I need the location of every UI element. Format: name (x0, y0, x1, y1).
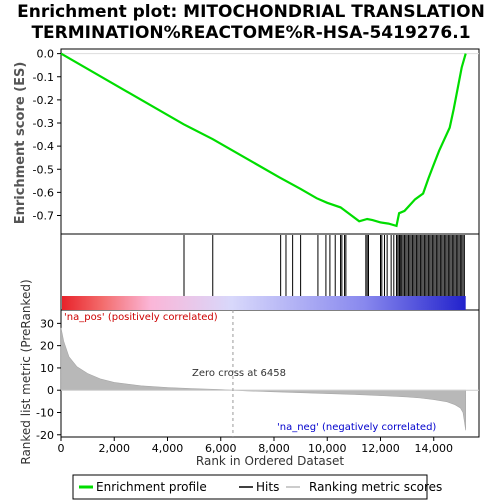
ranked-list-color-band (62, 296, 466, 310)
es-layer (60, 52, 479, 228)
legend-profile-label: Enrichment profile (96, 480, 207, 494)
x-tick-label-0: 0 (58, 442, 65, 455)
legend-metric-label: Ranking metric scores (309, 480, 442, 494)
metric-tick-label-4: -10 (36, 406, 54, 419)
es-tick-label-2: -0.2 (33, 94, 54, 107)
es-y-axis-label: Enrichment score (ES) (13, 62, 28, 225)
metric-tick-label-2: 10 (40, 362, 54, 375)
axis-layer: 0.0 -0.1 -0.2 -0.3 -0.4 -0.5 -0.6 -0.7 30 20 10 0 -1… (33, 48, 453, 455)
x-tick-label-3: 6,000 (205, 442, 237, 455)
es-tick-label-4: -0.4 (33, 140, 54, 153)
es-tick-label-1: -0.1 (33, 71, 54, 84)
x-tick-label-7: 14,000 (414, 442, 453, 455)
na-neg-label: 'na_neg' (negatively correlated) (277, 422, 436, 433)
es-tick-label-0: 0.0 (37, 48, 55, 61)
x-tick-label-5: 10,000 (308, 442, 347, 455)
x-tick-label-2: 4,000 (152, 442, 184, 455)
es-tick-label-7: -0.7 (33, 210, 54, 223)
hits-layer (62, 235, 466, 310)
es-tick-label-3: -0.3 (33, 117, 54, 130)
metric-panel-frame (60, 309, 480, 438)
metric-tick-label-1: 20 (40, 340, 54, 353)
x-tick-label-6: 12,000 (361, 442, 400, 455)
zero-cross-label: Zero cross at 6458 (192, 368, 286, 379)
es-curve-line (60, 52, 467, 228)
metric-layer (60, 310, 479, 437)
es-tick-label-5: -0.5 (33, 163, 54, 176)
legend-hits-label: Hits (256, 480, 279, 494)
ranking-metric-area (60, 327, 466, 431)
metric-tick-label-5: -20 (36, 429, 54, 442)
x-axis-label: Rank in Ordered Dataset (196, 454, 344, 468)
x-tick-label-1: 2,000 (98, 442, 130, 455)
na-pos-label: 'na_pos' (positively correlated) (64, 312, 218, 323)
chart-title-line1: Enrichment plot: MITOCHONDRIAL TRANSLATI… (17, 2, 485, 22)
metric-tick-label-0: 30 (40, 317, 54, 330)
x-tick-label-4: 8,000 (258, 442, 290, 455)
es-tick-label-6: -0.6 (33, 186, 54, 199)
metric-y-axis-label: Ranked list metric (PreRanked) (19, 279, 33, 464)
metric-tick-label-3: 0 (47, 384, 54, 397)
chart-title-line2: TERMINATION%REACTOME%R-HSA-5419276.1 (31, 23, 470, 43)
es-panel-frame (60, 48, 480, 235)
